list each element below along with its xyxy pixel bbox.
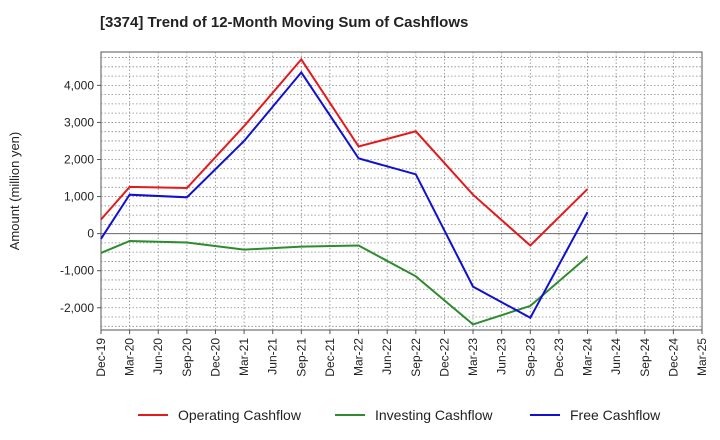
legend-label: Free Cashflow: [570, 407, 661, 423]
x-tick-label: Sep-21: [294, 338, 308, 377]
plot-area: [100, 51, 703, 331]
y-tick-label: 1,000: [64, 190, 94, 204]
series-line-investing-cashflow: [100, 239, 589, 326]
x-tick-label: Jun-22: [380, 338, 394, 375]
grid-lines: [101, 52, 702, 330]
x-tick-label: Dec-21: [323, 338, 337, 377]
x-tick-label: Sep-24: [638, 338, 652, 377]
x-tick-label: Jun-23: [495, 338, 509, 375]
x-tick-label: Mar-25: [695, 338, 709, 376]
x-tick-label: Mar-23: [466, 338, 480, 376]
x-tick-label: Sep-23: [523, 338, 537, 377]
x-tick-label: Jun-20: [151, 338, 165, 375]
chart-title: [3374] Trend of 12-Month Moving Sum of C…: [100, 14, 469, 31]
y-tick-label: 3,000: [64, 115, 94, 129]
y-tick-label: 4,000: [64, 78, 94, 92]
y-axis-label: Amount (million yen): [7, 132, 22, 251]
x-tick-label: Mar-22: [352, 338, 366, 376]
x-tick-label: Dec-20: [208, 338, 222, 377]
y-tick-label: 2,000: [64, 152, 94, 166]
series-line-free-cashflow: [100, 70, 589, 320]
legend-label: Investing Cashflow: [375, 407, 493, 423]
y-axis-ticks: -2,000 -1,000 0 1,000 2,000 3,000 4,000: [60, 78, 101, 315]
y-tick-label: -2,000: [60, 301, 94, 315]
series-lines: [100, 57, 589, 326]
y-tick-label: 0: [87, 227, 94, 241]
legend-label: Operating Cashflow: [178, 407, 302, 423]
x-tick-label: Mar-20: [123, 338, 137, 376]
x-tick-label: Jun-21: [266, 338, 280, 375]
y-tick-label: -1,000: [60, 264, 94, 278]
x-axis-ticks: Dec-19 Mar-20 Jun-20 Sep-20 Dec-20 Mar-21 Jun-…: [94, 330, 709, 377]
x-tick-label: Dec-24: [666, 338, 680, 377]
x-tick-label: Dec-19: [94, 338, 108, 377]
x-tick-label: Jun-24: [609, 338, 623, 375]
x-tick-label: Sep-20: [180, 338, 194, 377]
x-tick-label: Dec-23: [552, 338, 566, 377]
legend: Operating Cashflow Investing Cashflow Free…: [138, 407, 661, 423]
x-tick-label: Sep-22: [409, 338, 423, 377]
x-tick-label: Mar-24: [581, 338, 595, 376]
series-line-operating-cashflow: [100, 57, 589, 247]
x-tick-label: Dec-22: [437, 338, 451, 377]
x-tick-label: Mar-21: [237, 338, 251, 376]
